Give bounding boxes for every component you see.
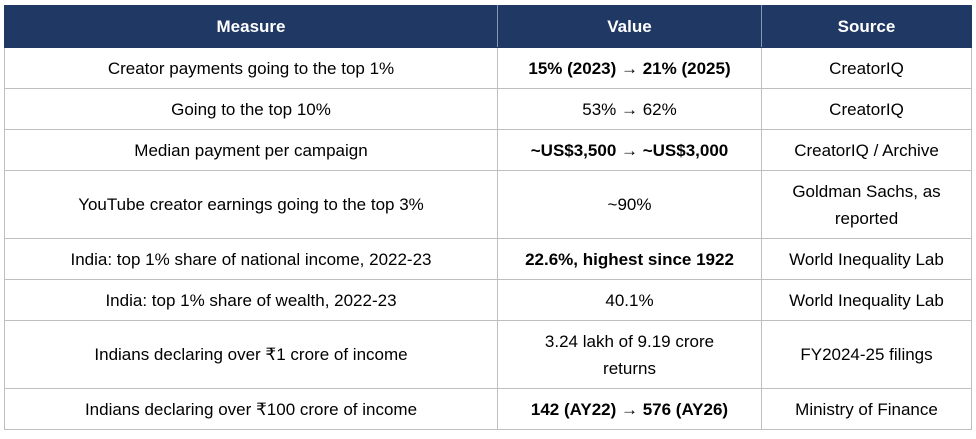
measure-cell: YouTube creator earnings going to the to…: [4, 170, 498, 239]
source-cell: CreatorIQ / Archive: [761, 129, 972, 171]
measure-cell: Indians declaring over ₹1 crore of incom…: [4, 320, 498, 389]
source-cell: CreatorIQ: [761, 88, 972, 130]
table-row: Median payment per campaign ~US$3,500 → …: [4, 129, 972, 171]
value-cell: 15% (2023) → 21% (2025): [497, 47, 762, 89]
measure-cell: Indians declaring over ₹100 crore of inc…: [4, 388, 498, 430]
header-value: Value: [497, 5, 762, 48]
value-cell: ~90%: [497, 170, 762, 239]
measure-cell: Creator payments going to the top 1%: [4, 47, 498, 89]
value-cell: 142 (AY22) → 576 (AY26): [497, 388, 762, 430]
measure-cell: India: top 1% share of national income, …: [4, 238, 498, 280]
source-cell: Ministry of Finance: [761, 388, 972, 430]
table-row: Indians declaring over ₹100 crore of inc…: [4, 388, 972, 430]
value-cell: 53% → 62%: [497, 88, 762, 130]
table-row: India: top 1% share of wealth, 2022-23 4…: [4, 279, 972, 321]
source-cell: Goldman Sachs, as reported: [761, 170, 972, 239]
value-cell: 40.1%: [497, 279, 762, 321]
source-cell: World Inequality Lab: [761, 279, 972, 321]
table-row: Creator payments going to the top 1% 15%…: [4, 47, 972, 89]
header-row: Measure Value Source: [4, 5, 972, 48]
header-measure: Measure: [4, 5, 498, 48]
value-cell: 3.24 lakh of 9.19 crore returns: [497, 320, 762, 389]
table-row: YouTube creator earnings going to the to…: [4, 170, 972, 239]
header-source: Source: [761, 5, 972, 48]
source-cell: FY2024-25 filings: [761, 320, 972, 389]
value-cell: 22.6%, highest since 1922: [497, 238, 762, 280]
source-cell: CreatorIQ: [761, 47, 972, 89]
table-row: Going to the top 10% 53% → 62% CreatorIQ: [4, 88, 972, 130]
measure-cell: Going to the top 10%: [4, 88, 498, 130]
value-cell: ~US$3,500 → ~US$3,000: [497, 129, 762, 171]
table-row: Indians declaring over ₹1 crore of incom…: [4, 320, 972, 389]
table-row: India: top 1% share of national income, …: [4, 238, 972, 280]
data-table: Measure Value Source Creator payments go…: [4, 5, 972, 430]
source-cell: World Inequality Lab: [761, 238, 972, 280]
measure-cell: Median payment per campaign: [4, 129, 498, 171]
measure-cell: India: top 1% share of wealth, 2022-23: [4, 279, 498, 321]
